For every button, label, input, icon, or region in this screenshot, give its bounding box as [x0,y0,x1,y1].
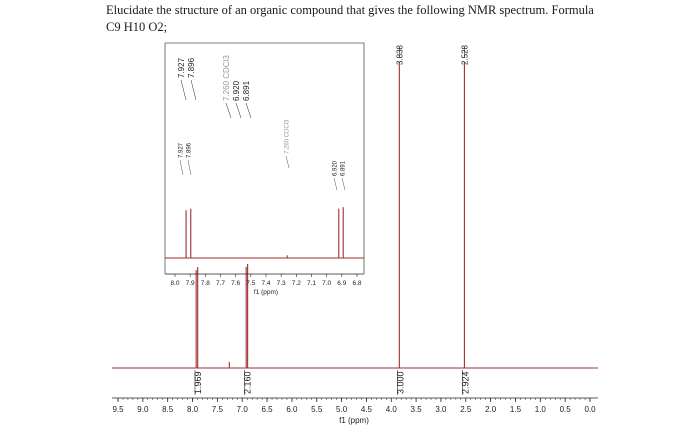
x-tick-label: 8.5 [162,405,174,414]
main-spectrum-plot: 9.5 9.0 8.5 8.0 7.5 7.0 6.5 6.0 5.5 5.0 4.5 4.0 3.5 3… [112,44,598,425]
x-tick-label: 2.0 [485,405,497,414]
peak-label: 7.927 [177,57,186,78]
inset-peak-label: 6.891 [341,160,347,176]
x-axis-label: f1 (ppm) [339,416,369,425]
integral-label: 3.000 [395,371,405,394]
x-tick-label: 5.5 [311,405,323,414]
x-tick-label: 6.0 [286,405,298,414]
x-tick-label: 0.0 [584,405,596,414]
inset-x-tick-label: 7.0 [322,280,331,287]
inset-x-tick-label: 7.1 [307,280,316,287]
peak-label: 2.528 [460,44,469,65]
inset-x-tick-label: 7.6 [231,280,240,287]
x-tick-label: 3.5 [411,405,423,414]
inset-x-tick-label: 7.4 [261,280,270,287]
x-tick-label: 6.5 [261,405,273,414]
peak-label-leader [180,79,187,101]
inset-peak-label: 7.260 CDCl3 [285,119,291,154]
x-tick-label: 3.0 [435,405,447,414]
inset-peak-label: 7.896 [187,142,193,158]
peak-label-leader [235,102,242,119]
inset-peak-label-leader [179,159,184,176]
inset-x-tick-label: 7.7 [216,280,225,287]
peak-label-leader [245,102,252,119]
inset-x-tick-label: 8.0 [170,280,179,287]
x-tick-label: 7.0 [237,405,249,414]
integral-label: 1.969 [193,371,203,394]
x-tick-label: 1.0 [535,405,547,414]
inset-expansion-plot: 8.0 7.9 7.8 7.7 7.6 7.5 7.4 7.3 7.2 7.1 7.0 6.9 6.8 f… [164,42,365,296]
peak-label: 6.891 [242,80,251,101]
question-line-2: C9 H10 O2; [106,20,168,34]
peak-label: 7.260 CDCl3 [222,55,231,101]
inset-peak-label-leader [341,177,346,191]
inset-x-tick-label: 7.9 [186,280,195,287]
inset-peak-label: 7.927 [179,142,185,158]
inset-peak-label-leader [285,155,290,169]
peak-label: 6.920 [232,80,241,101]
inset-x-tick-label: 7.2 [292,280,301,287]
x-tick-label: 2.5 [460,405,472,414]
x-tick-label: 0.5 [560,405,572,414]
peak-label: 7.896 [187,57,196,78]
inset-peak-label: 6.920 [333,160,339,176]
peak-label-leader [225,102,232,119]
x-tick-label: 9.5 [112,405,124,414]
inset-x-tick-label: 6.8 [352,280,361,287]
question-line-1: Elucidate the structure of an organic co… [106,3,594,17]
integral-label: 2.924 [460,371,470,394]
inset-peak-label-leader [333,177,338,191]
x-tick-label: 4.0 [386,405,398,414]
x-tick-label: 4.5 [361,405,373,414]
inset-x-tick-label: 7.3 [277,280,286,287]
inset-peak-label-leader [187,159,192,176]
peak-label: 3.838 [395,44,404,65]
inset-x-tick-label: 7.8 [201,280,210,287]
x-tick-label: 1.5 [510,405,522,414]
inset-x-tick-label: 7.5 [246,280,255,287]
x-tick-label: 5.0 [336,405,348,414]
question-text: Elucidate the structure of an organic co… [106,2,666,36]
x-tick-label: 8.0 [187,405,199,414]
peak-label-leader [190,79,197,101]
inset-frame [165,42,365,274]
integral-label: 2.160 [243,371,253,394]
inset-x-axis-label: f1 (ppm) [254,289,278,296]
inset-x-tick-label: 6.9 [337,280,346,287]
x-tick-label: 9.0 [137,405,149,414]
x-tick-label: 7.5 [212,405,224,414]
